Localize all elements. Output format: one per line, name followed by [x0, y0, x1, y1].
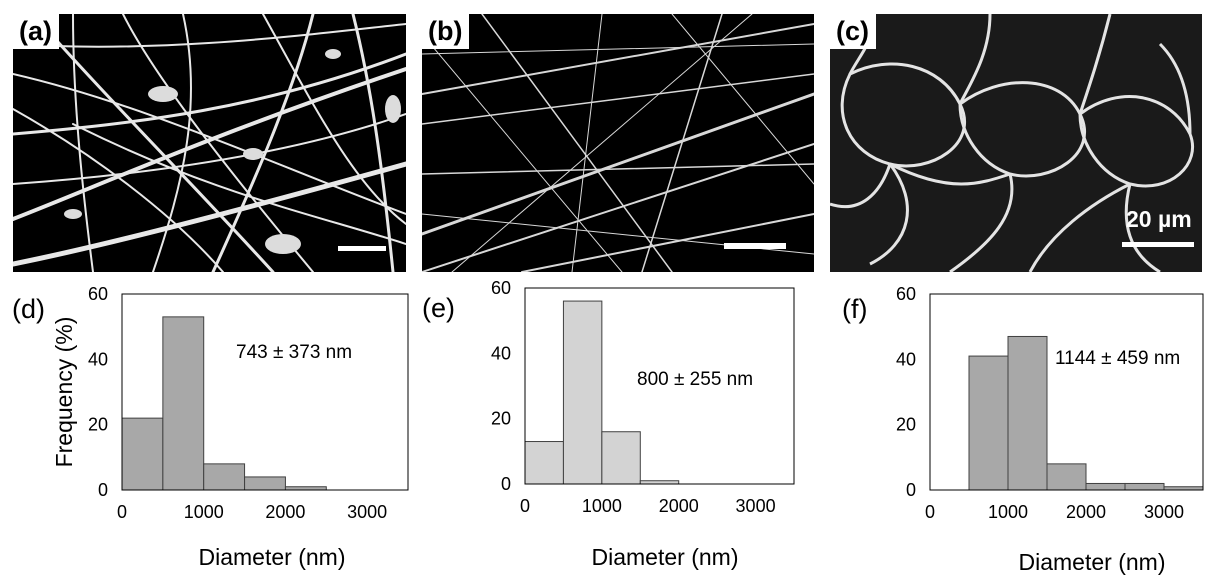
sem-image-c: (c) 20 µm: [830, 14, 1202, 272]
bar-d-1: [162, 316, 205, 491]
fiber-network-b: [422, 14, 814, 272]
sem-image-b: (b): [422, 14, 814, 272]
x-tick-label-f-3000: 3000: [1144, 502, 1184, 522]
plot-frame-f: [929, 293, 1204, 491]
y-axis-label-d: Frequency (%): [51, 317, 77, 468]
scale-bar-c: [1122, 242, 1194, 247]
x-tick-label-d-1000: 1000: [184, 502, 224, 522]
fiber-network-a: [13, 14, 406, 272]
bar-f-4: [1085, 482, 1126, 491]
panel-label-f: (f): [842, 294, 867, 324]
y-tick-label-d-20: 20: [88, 415, 108, 435]
x-tick-label-f-2000: 2000: [1066, 502, 1106, 522]
x-tick-label-e-2000: 2000: [659, 496, 699, 516]
x-tick-label-e-3000: 3000: [736, 496, 776, 516]
plot-frame-e: [524, 287, 795, 485]
bar-f-3: [1046, 463, 1087, 491]
panel-label-b: (b): [422, 14, 470, 50]
x-tick-label-d-2000: 2000: [265, 502, 305, 522]
x-tick-label-e-1000: 1000: [582, 496, 622, 516]
fiber-network-c: [830, 14, 1194, 272]
x-axis-label-e: Diameter (nm): [592, 544, 739, 570]
x-tick-label-d-0: 0: [117, 502, 127, 522]
annotation-d: 743 ± 373 nm: [236, 342, 352, 363]
annotation-f: 1144 ± 459 nm: [1055, 348, 1180, 369]
bar-f-2: [1007, 335, 1048, 491]
sem-image-a: (a): [13, 14, 406, 272]
x-axis-label-d: Diameter (nm): [199, 544, 346, 570]
y-tick-label-f-60: 60: [896, 284, 916, 304]
bar-e-0: [524, 441, 564, 485]
bar-d-0: [121, 417, 164, 491]
panel-label-d: (d): [12, 294, 45, 324]
y-tick-label-f-40: 40: [896, 349, 916, 369]
bar-e-1: [562, 300, 603, 485]
x-tick-label-f-1000: 1000: [988, 502, 1028, 522]
panel-label-c: (c): [830, 14, 876, 50]
y-tick-label-f-20: 20: [896, 415, 916, 435]
y-tick-label-f-0: 0: [906, 480, 916, 500]
x-tick-label-e-0: 0: [520, 496, 530, 516]
plot-frame-d: [121, 293, 409, 491]
y-tick-label-e-60: 60: [491, 278, 511, 298]
annotation-e: 800 ± 255 nm: [637, 369, 753, 390]
y-tick-label-d-0: 0: [98, 480, 108, 500]
bar-d-2: [203, 463, 246, 491]
y-tick-label-e-20: 20: [491, 409, 511, 429]
panel-label-a: (a): [13, 14, 59, 50]
bar-f-5: [1124, 482, 1165, 491]
y-tick-label-d-40: 40: [88, 349, 108, 369]
scale-bar-a: [338, 246, 386, 251]
bar-e-2: [601, 431, 641, 485]
x-tick-label-f-0: 0: [925, 502, 935, 522]
scale-bar-label: 20 µm: [1126, 206, 1192, 232]
panel-label-e: (e): [422, 293, 455, 323]
x-tick-label-d-3000: 3000: [347, 502, 387, 522]
bar-f-1: [968, 355, 1009, 491]
y-tick-label-e-40: 40: [491, 343, 511, 363]
x-axis-label-f: Diameter (nm): [1019, 549, 1166, 575]
y-tick-label-e-0: 0: [501, 474, 511, 494]
y-tick-label-d-60: 60: [88, 284, 108, 304]
scale-bar-b: [724, 243, 786, 249]
bar-d-3: [244, 476, 286, 491]
